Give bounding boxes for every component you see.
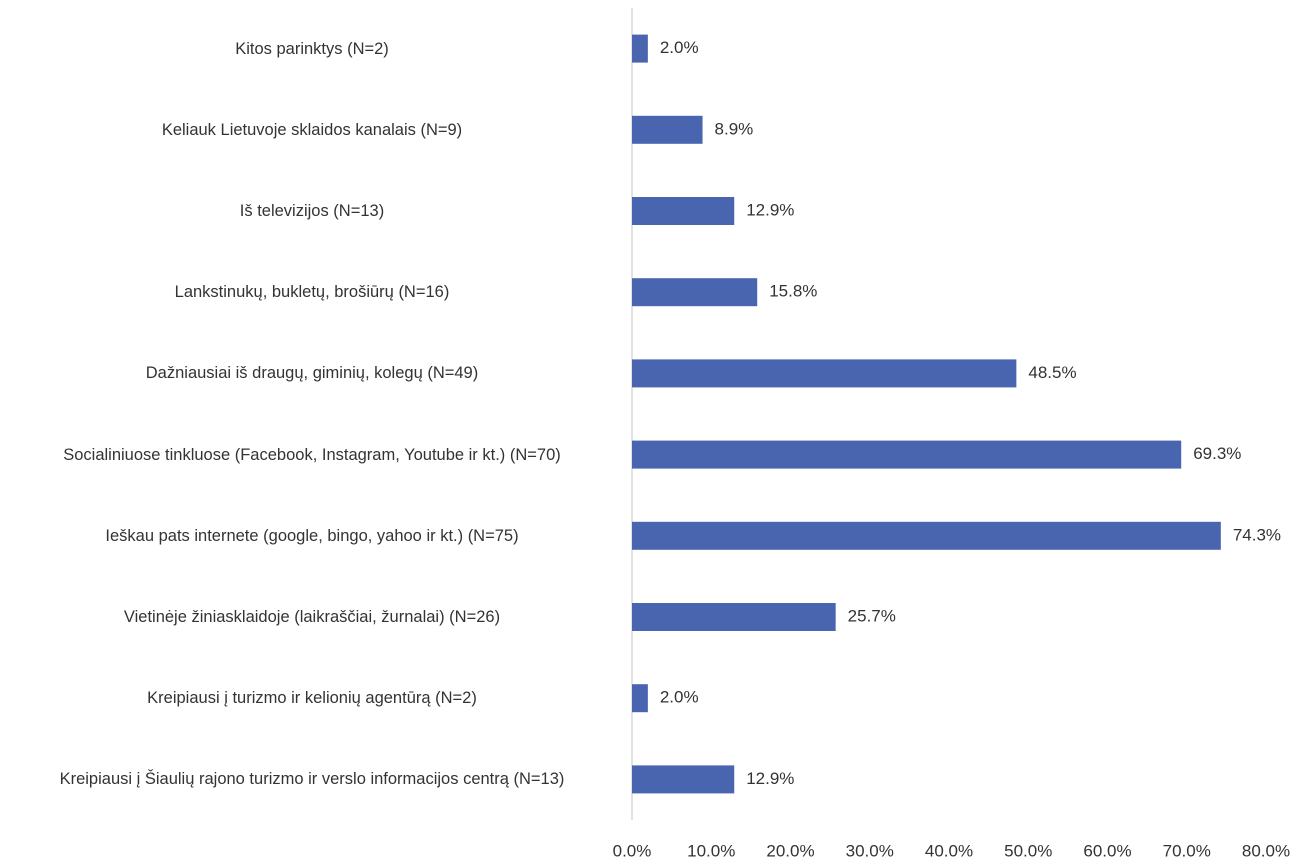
x-tick-label: 80.0% (1242, 841, 1290, 860)
bar (632, 359, 1017, 388)
x-tick-label: 10.0% (687, 841, 735, 860)
x-tick-label: 50.0% (1004, 841, 1052, 860)
y-tick-label: Ieškau pats internete (google, bingo, ya… (105, 526, 519, 545)
y-tick-label: Kreipiausi į Šiaulių rajono turizmo ir v… (59, 770, 565, 789)
y-tick-label: Lankstinukų, bukletų, brošiūrų (N=16) (174, 283, 450, 302)
bar (632, 34, 648, 63)
data-label: 2.0% (660, 38, 699, 57)
data-label: 12.9% (746, 200, 794, 219)
bar (632, 278, 758, 307)
x-tick-label: 40.0% (925, 841, 973, 860)
x-tick-label: 70.0% (1163, 841, 1211, 860)
y-tick-label: Socialiniuose tinkluose (Facebook, Insta… (63, 445, 561, 464)
data-label: 74.3% (1233, 525, 1281, 544)
bar (632, 684, 648, 713)
x-tick-label: 60.0% (1083, 841, 1131, 860)
data-label: 69.3% (1193, 444, 1241, 463)
data-label: 25.7% (848, 606, 896, 625)
bar (632, 440, 1182, 469)
x-tick-label: 30.0% (846, 841, 894, 860)
bar (632, 603, 836, 631)
x-tick-label: 20.0% (766, 841, 814, 860)
x-tick-label: 0.0% (613, 841, 652, 860)
y-tick-label: Vietinėje žiniasklaidoje (laikraščiai, ž… (123, 608, 501, 626)
y-tick-label: Dažniausiai iš draugų, giminių, kolegų (… (145, 364, 479, 383)
bar (632, 115, 703, 144)
bar (632, 197, 735, 225)
y-tick-label: Kreipiausi į turizmo ir kelionių agentūr… (147, 689, 477, 708)
y-tick-label: Kitos parinktys (N=2) (235, 39, 389, 58)
data-label: 15.8% (769, 282, 817, 301)
bar (632, 521, 1221, 550)
y-tick-label: Keliauk Lietuvoje sklaidos kanalais (N=9… (161, 120, 463, 139)
data-label: 48.5% (1028, 363, 1076, 382)
bar (632, 765, 735, 794)
data-label: 12.9% (746, 769, 794, 788)
y-tick-label: Iš televizijos (N=13) (239, 202, 385, 220)
data-label: 2.0% (660, 688, 699, 707)
data-label: 8.9% (715, 119, 754, 138)
